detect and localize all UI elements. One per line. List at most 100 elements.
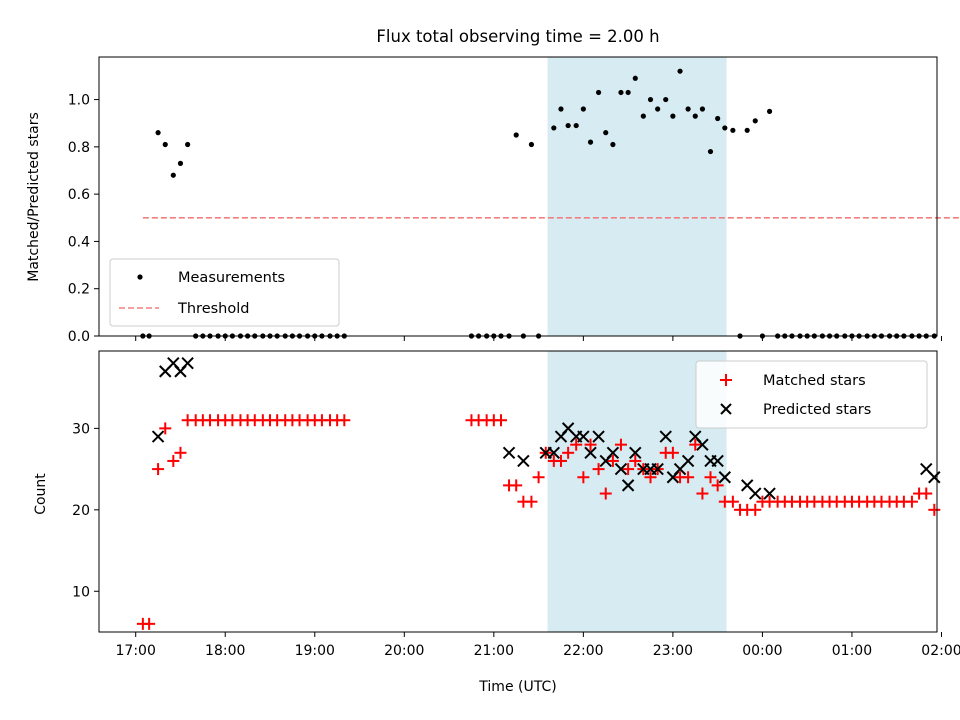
matched-star-point — [562, 446, 575, 459]
matched-star-point — [532, 471, 545, 484]
matched-star-point — [704, 471, 717, 484]
measurement-point — [565, 122, 571, 129]
matched-stars-series — [136, 414, 941, 630]
measurement-point — [162, 141, 168, 148]
legend-marker-measurements — [137, 274, 143, 280]
matched-star-point — [920, 487, 933, 500]
predicted-star-point — [614, 462, 628, 476]
matched-star-point — [749, 503, 762, 516]
predicted-star-point — [763, 487, 776, 500]
x-tick-label: 17:00 — [116, 643, 156, 659]
measurement-point — [618, 89, 624, 96]
top-y-axis: 0.0 0.2 0.4 0.6 0.8 1.0 — [68, 93, 99, 345]
measurement-point — [640, 113, 646, 119]
x-tick-label: 21:00 — [474, 643, 514, 659]
measurement-point — [587, 139, 594, 145]
x-axis-label: Time (UTC) — [478, 679, 556, 695]
matched-star-point — [599, 487, 612, 500]
matched-star-point — [592, 463, 605, 476]
matched-star-point — [525, 495, 538, 508]
predicted-star-point — [718, 471, 732, 484]
bottom-axes-frame — [98, 350, 938, 633]
measurement-point — [685, 106, 691, 112]
measurement-point — [692, 113, 698, 119]
x-tick-label: 18:00 — [205, 643, 245, 659]
measurement-point — [603, 130, 609, 136]
predicted-star-point — [592, 430, 605, 443]
x-tick-label: 22:00 — [563, 643, 603, 659]
predicted-star-point — [629, 446, 642, 460]
measurement-point — [752, 118, 758, 124]
measurement-point — [595, 89, 602, 96]
bottom-y-axis-label: Count — [33, 473, 49, 515]
measurement-point — [632, 75, 638, 81]
y-tick-label: 0.8 — [68, 140, 90, 156]
legend-label-predicted: Predicted stars — [763, 402, 871, 418]
bottom-y-axis: 10 20 30 — [72, 421, 99, 600]
top-y-axis-label: Matched/Predicted stars — [26, 112, 42, 282]
matched-star-point — [666, 446, 679, 459]
matched-star-point — [143, 617, 156, 630]
bottom-legend: Matched stars Predicted stars — [695, 360, 928, 429]
predicted-star-point — [621, 479, 635, 492]
measurement-point — [670, 113, 676, 119]
measurement-point — [528, 141, 535, 148]
predicted-star-point — [696, 438, 709, 451]
matched-star-point — [159, 422, 172, 435]
measurement-point — [677, 68, 683, 74]
predicted-star-point — [151, 430, 165, 443]
x-tick-label: 23:00 — [653, 643, 693, 659]
y-tick-label: 0.6 — [68, 187, 90, 203]
x-tick-label: 20:00 — [384, 643, 424, 659]
predicted-star-point — [181, 357, 194, 370]
matched-star-point — [338, 414, 351, 427]
measurement-point — [715, 115, 721, 122]
x-tick-label: 00:00 — [742, 643, 782, 659]
measurement-point — [551, 125, 557, 131]
matched-star-point — [167, 454, 180, 467]
measurement-point — [655, 106, 661, 112]
predicted-star-point — [547, 446, 561, 460]
legend-label-threshold: Threshold — [177, 301, 249, 317]
y-tick-label: 0.4 — [68, 234, 90, 250]
matched-star-point — [570, 438, 583, 451]
top-highlight-span — [547, 57, 727, 336]
matched-star-point — [644, 471, 657, 484]
matched-star-point — [174, 446, 187, 459]
y-tick-label: 0.2 — [68, 282, 90, 298]
predicted-star-point — [749, 487, 762, 500]
matched-star-point — [606, 454, 619, 467]
top-axes-frame — [98, 56, 938, 337]
measurement-point — [647, 96, 654, 103]
measurement-point — [513, 132, 519, 138]
matched-star-point — [689, 438, 702, 451]
measurement-point — [610, 141, 616, 148]
top-legend: Measurements Threshold — [109, 258, 340, 327]
matched-star-point — [696, 487, 709, 500]
measurement-point — [185, 141, 191, 148]
predicted-star-point — [681, 454, 695, 468]
measurement-point — [663, 96, 669, 103]
y-tick-label: 30 — [72, 421, 90, 437]
matched-star-point — [928, 503, 941, 516]
bottom-panel: 10 20 30 17:00 18:00 19:00 20:00 21:00 22:00 23:… — [33, 350, 960, 659]
predicted-star-point — [606, 446, 620, 460]
y-tick-label: 20 — [72, 503, 90, 519]
matched-star-point — [905, 495, 918, 508]
measurement-point — [573, 122, 579, 129]
matched-star-point — [577, 471, 590, 484]
measurement-point — [177, 160, 184, 166]
bottom-x-axis: 17:00 18:00 19:00 20:00 21:00 22:00 23:00 00:00… — [116, 632, 960, 659]
y-tick-label: 0.0 — [68, 329, 90, 345]
legend-marker-predicted — [720, 403, 732, 415]
matched-star-point — [494, 414, 507, 427]
x-tick-label: 19:00 — [295, 643, 335, 659]
chart-title: Flux total observing time = 2.00 h — [376, 27, 659, 46]
measurement-point — [170, 172, 176, 178]
y-tick-label: 1.0 — [68, 93, 90, 109]
matched-star-point — [614, 438, 627, 451]
predicted-star-point — [517, 454, 530, 468]
measurement-point — [722, 125, 728, 131]
